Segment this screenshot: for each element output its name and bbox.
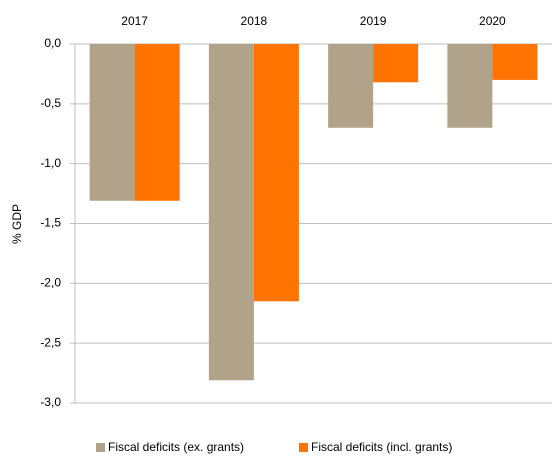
y-tick-label: 0,0 xyxy=(44,36,61,50)
legend-swatch xyxy=(96,443,105,452)
x-tick-label: 2018 xyxy=(241,14,268,28)
bar xyxy=(208,44,254,381)
bar xyxy=(492,44,538,80)
y-tick-label: -1,0 xyxy=(40,156,61,170)
y-tick-label: -3,0 xyxy=(40,395,61,409)
x-tick-label: 2017 xyxy=(121,14,148,28)
x-tick-label: 2020 xyxy=(479,14,506,28)
y-tick-label: -1,5 xyxy=(40,216,61,230)
bar xyxy=(89,44,135,201)
legend-label: Fiscal deficits (ex. grants) xyxy=(108,440,244,454)
bar xyxy=(447,44,493,128)
bar xyxy=(253,44,299,302)
y-tick-label: -2,5 xyxy=(40,335,61,349)
y-tick-label: -0,5 xyxy=(40,96,61,110)
bar xyxy=(134,44,180,201)
x-tick-label: 2019 xyxy=(360,14,387,28)
y-tick-label: -2,0 xyxy=(40,276,61,290)
legend-label: Fiscal deficits (incl. grants) xyxy=(311,440,452,454)
y-axis-label: % GDP xyxy=(10,204,24,244)
bar xyxy=(373,44,419,83)
legend-swatch xyxy=(299,443,308,452)
bar xyxy=(328,44,374,128)
